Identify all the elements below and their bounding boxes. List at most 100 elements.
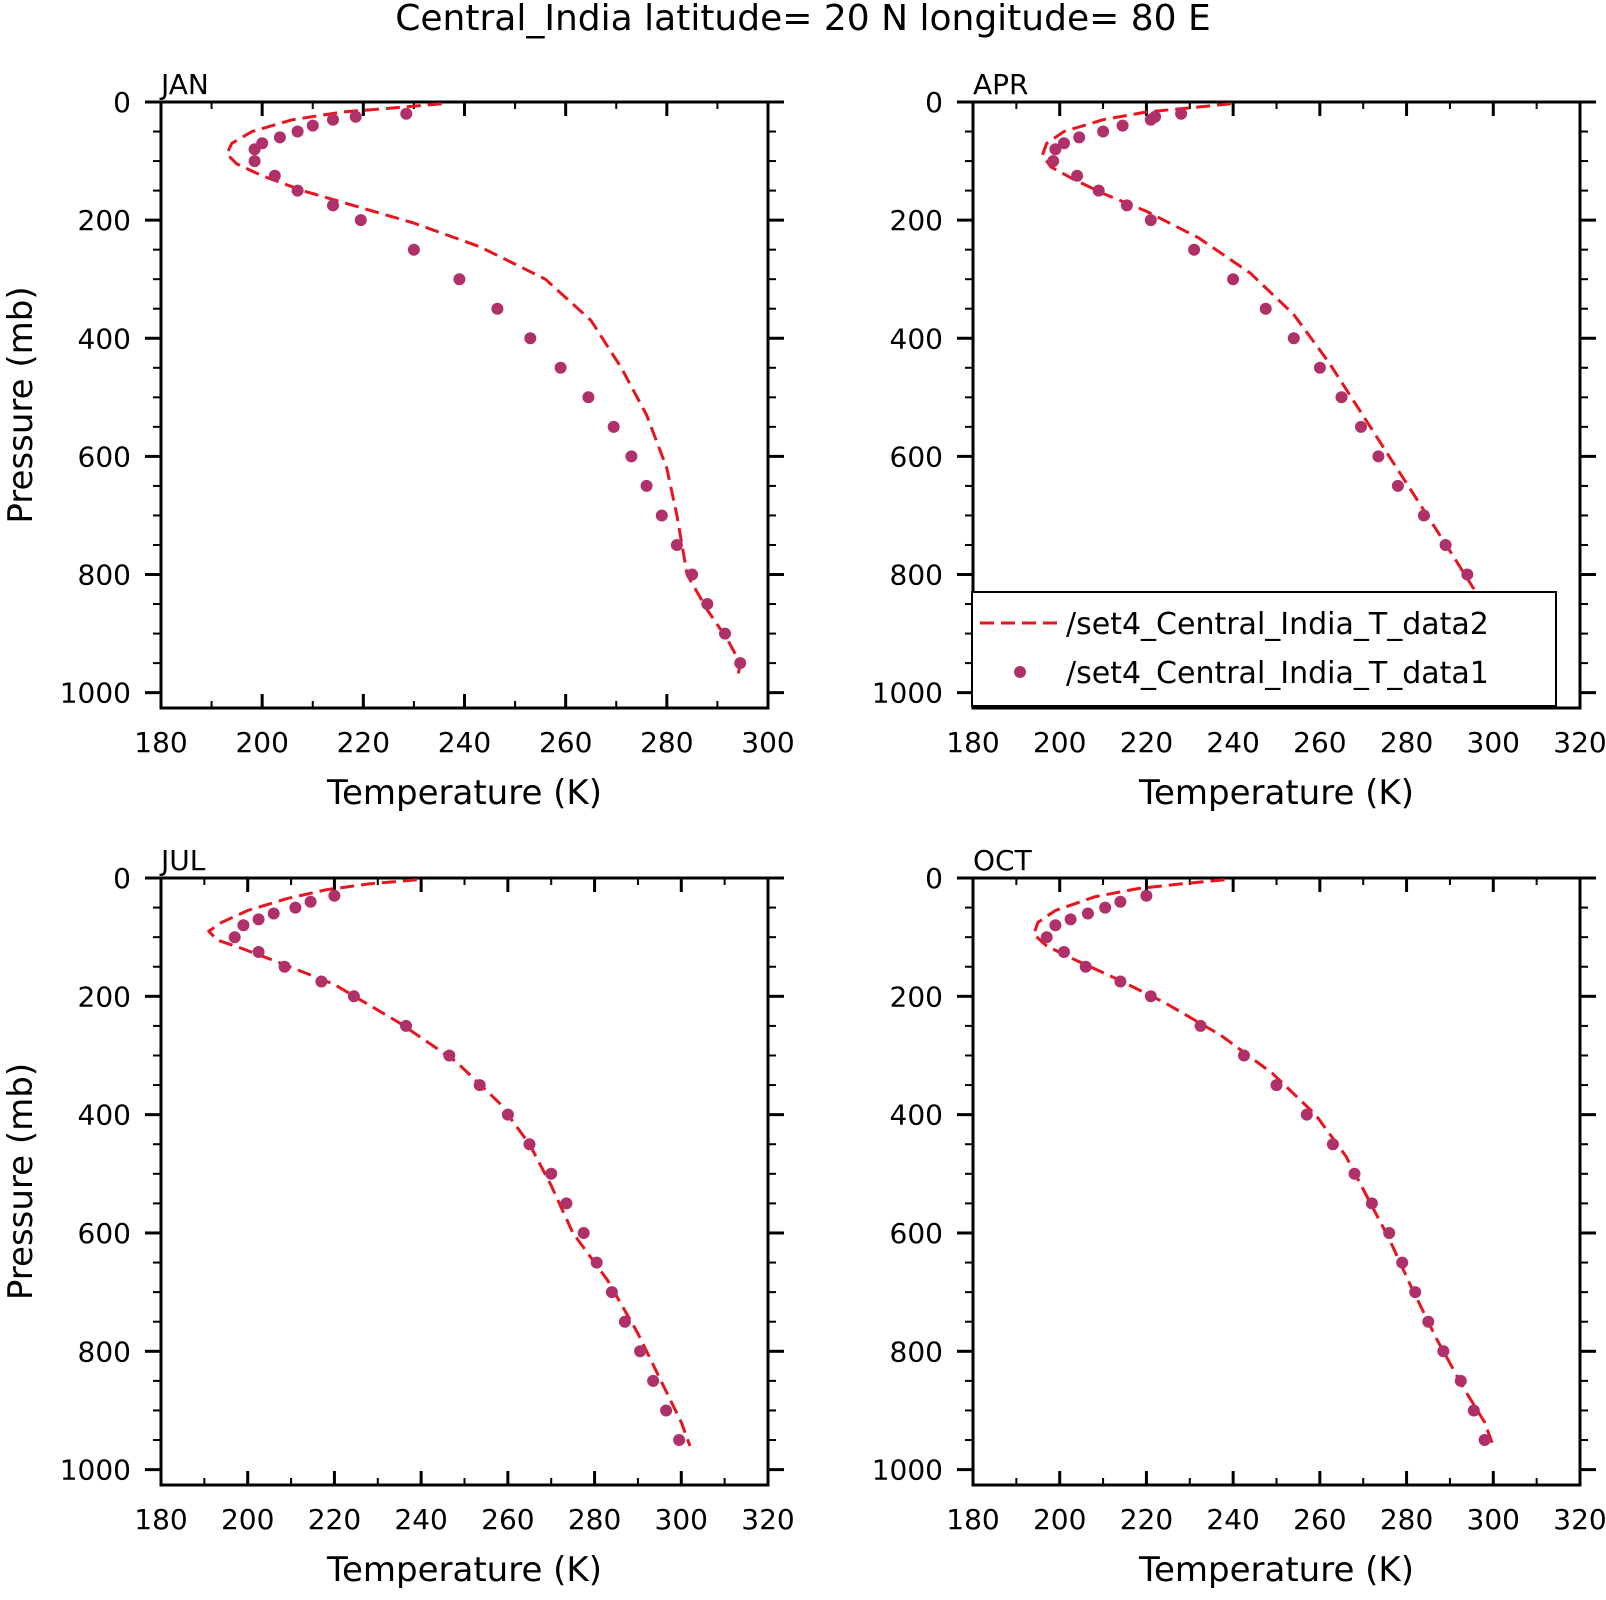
plot-frame [159, 876, 770, 1487]
data-point-data1 [1422, 1315, 1435, 1328]
data-point-data1 [291, 184, 304, 197]
plot-frame [971, 876, 1582, 1487]
panels: JAN 180 200 220 240 260 280 300 0 200 400 600 800 100… [1, 68, 1606, 1590]
series-line-data2 [1032, 878, 1495, 1447]
y-tick-label: 1000 [60, 677, 131, 710]
data-point-data1 [252, 913, 265, 926]
panel-title: APR [973, 68, 1029, 101]
x-tick-label: 240 [1206, 726, 1259, 759]
x-tick-label: 240 [394, 1503, 447, 1536]
data-point-data1 [545, 1167, 558, 1180]
data-point-data1 [640, 479, 653, 492]
data-point-data1 [1439, 539, 1452, 551]
y-axis-label: Pressure (mb) [1, 286, 41, 523]
x-axis-label: Temperature (K) [326, 773, 602, 813]
data-point-data1 [1081, 907, 1094, 920]
data-point-data1 [1194, 1019, 1207, 1032]
y-tick-label: 200 [78, 204, 131, 237]
legend-marker-label: /set4_Central_India_T_data1 [1066, 656, 1489, 691]
data-point-data1 [267, 907, 280, 920]
data-point-data1 [655, 509, 668, 522]
data-point-data1 [327, 113, 339, 126]
y-tick-label: 1000 [60, 1454, 131, 1487]
data-point-data1 [501, 1108, 514, 1121]
y-tick-label: 200 [890, 204, 943, 237]
data-point-data1 [1227, 273, 1240, 286]
data-point-data1 [1300, 1108, 1313, 1121]
data-point-data1 [1120, 199, 1133, 212]
data-point-data1 [1454, 1374, 1467, 1387]
data-point-data1 [560, 1197, 573, 1210]
x-tick-label: 200 [221, 1503, 274, 1536]
legend-marker-swatch [1014, 666, 1026, 678]
data-point-data1 [327, 199, 339, 212]
data-point-data1 [634, 1345, 647, 1358]
data-point-data1 [670, 539, 683, 551]
data-point-data1 [1097, 125, 1110, 138]
x-tick-label: 180 [946, 1503, 999, 1536]
y-axis-label: Pressure (mb) [1, 1063, 41, 1300]
x-tick-label: 180 [946, 726, 999, 759]
panel-title: OCT [973, 844, 1033, 877]
data-point-data1 [554, 361, 567, 374]
panel-oct: OCT 180 200 220 240 260 280 300 320 0 200 400 600 800… [872, 844, 1606, 1590]
data-point-data1 [1116, 119, 1129, 132]
x-tick-label: 300 [741, 726, 794, 759]
figure-title: Central_India latitude= 20 N longitude= … [395, 0, 1210, 39]
data-point-data1 [1270, 1079, 1283, 1092]
y-tick-label: 1000 [872, 677, 943, 710]
y-tick-label: 200 [78, 980, 131, 1013]
y-tick-label: 1000 [872, 1454, 943, 1487]
data-point-data1 [647, 1374, 660, 1387]
y-tick-label: 400 [78, 322, 131, 355]
data-point-data1 [719, 627, 731, 640]
data-point-data1 [1348, 1167, 1361, 1180]
x-tick-label: 300 [1467, 1503, 1520, 1536]
x-tick-label: 200 [235, 726, 288, 759]
data-point-data1 [1144, 214, 1157, 227]
data-point-data1 [1079, 960, 1092, 973]
data-point-data1 [1144, 990, 1157, 1003]
data-point-data1 [1461, 568, 1474, 581]
x-tick-label: 280 [1380, 1503, 1433, 1536]
data-point-data1 [315, 975, 328, 988]
data-point-data1 [734, 657, 747, 670]
data-point-data1 [237, 919, 250, 932]
y-tick-label: 600 [890, 440, 943, 473]
data-point-data1 [1099, 901, 1112, 914]
series-line-data2 [1040, 102, 1530, 670]
data-point-data1 [1114, 975, 1127, 988]
data-point-data1 [1383, 1227, 1396, 1239]
x-tick-label: 320 [1553, 1503, 1606, 1536]
x-tick-label: 180 [134, 726, 187, 759]
data-point-data1 [1467, 1404, 1480, 1417]
x-tick-label: 180 [134, 1503, 187, 1536]
data-point-data1 [524, 332, 537, 345]
data-point-data1 [523, 1138, 536, 1151]
x-tick-label: 320 [741, 1503, 794, 1536]
x-tick-label: 280 [1380, 726, 1433, 759]
data-point-data1 [304, 895, 317, 908]
panel-apr: APR 180 200 220 240 260 280 300 320 0 200 400 600 800… [872, 68, 1606, 813]
x-tick-label: 220 [1120, 1503, 1173, 1536]
x-tick-label: 280 [568, 1503, 621, 1536]
series-line-data2 [207, 878, 692, 1447]
data-point-data1 [1259, 302, 1272, 315]
data-point-data1 [577, 1227, 590, 1239]
y-tick-label: 0 [925, 86, 943, 119]
data-point-data1 [1188, 243, 1201, 256]
data-point-data1 [473, 1079, 486, 1092]
legend-box [971, 591, 1557, 707]
data-point-data1 [1114, 895, 1127, 908]
data-point-data1 [607, 420, 620, 433]
y-tick-label: 0 [113, 862, 131, 895]
x-tick-label: 200 [1033, 1503, 1086, 1536]
data-point-data1 [673, 1434, 686, 1446]
data-point-data1 [1313, 361, 1326, 374]
data-point-data1 [1409, 1286, 1422, 1299]
data-point-data1 [1355, 420, 1367, 433]
data-point-data1 [453, 273, 466, 286]
x-tick-label: 260 [481, 1503, 534, 1536]
data-point-data1 [354, 214, 367, 227]
